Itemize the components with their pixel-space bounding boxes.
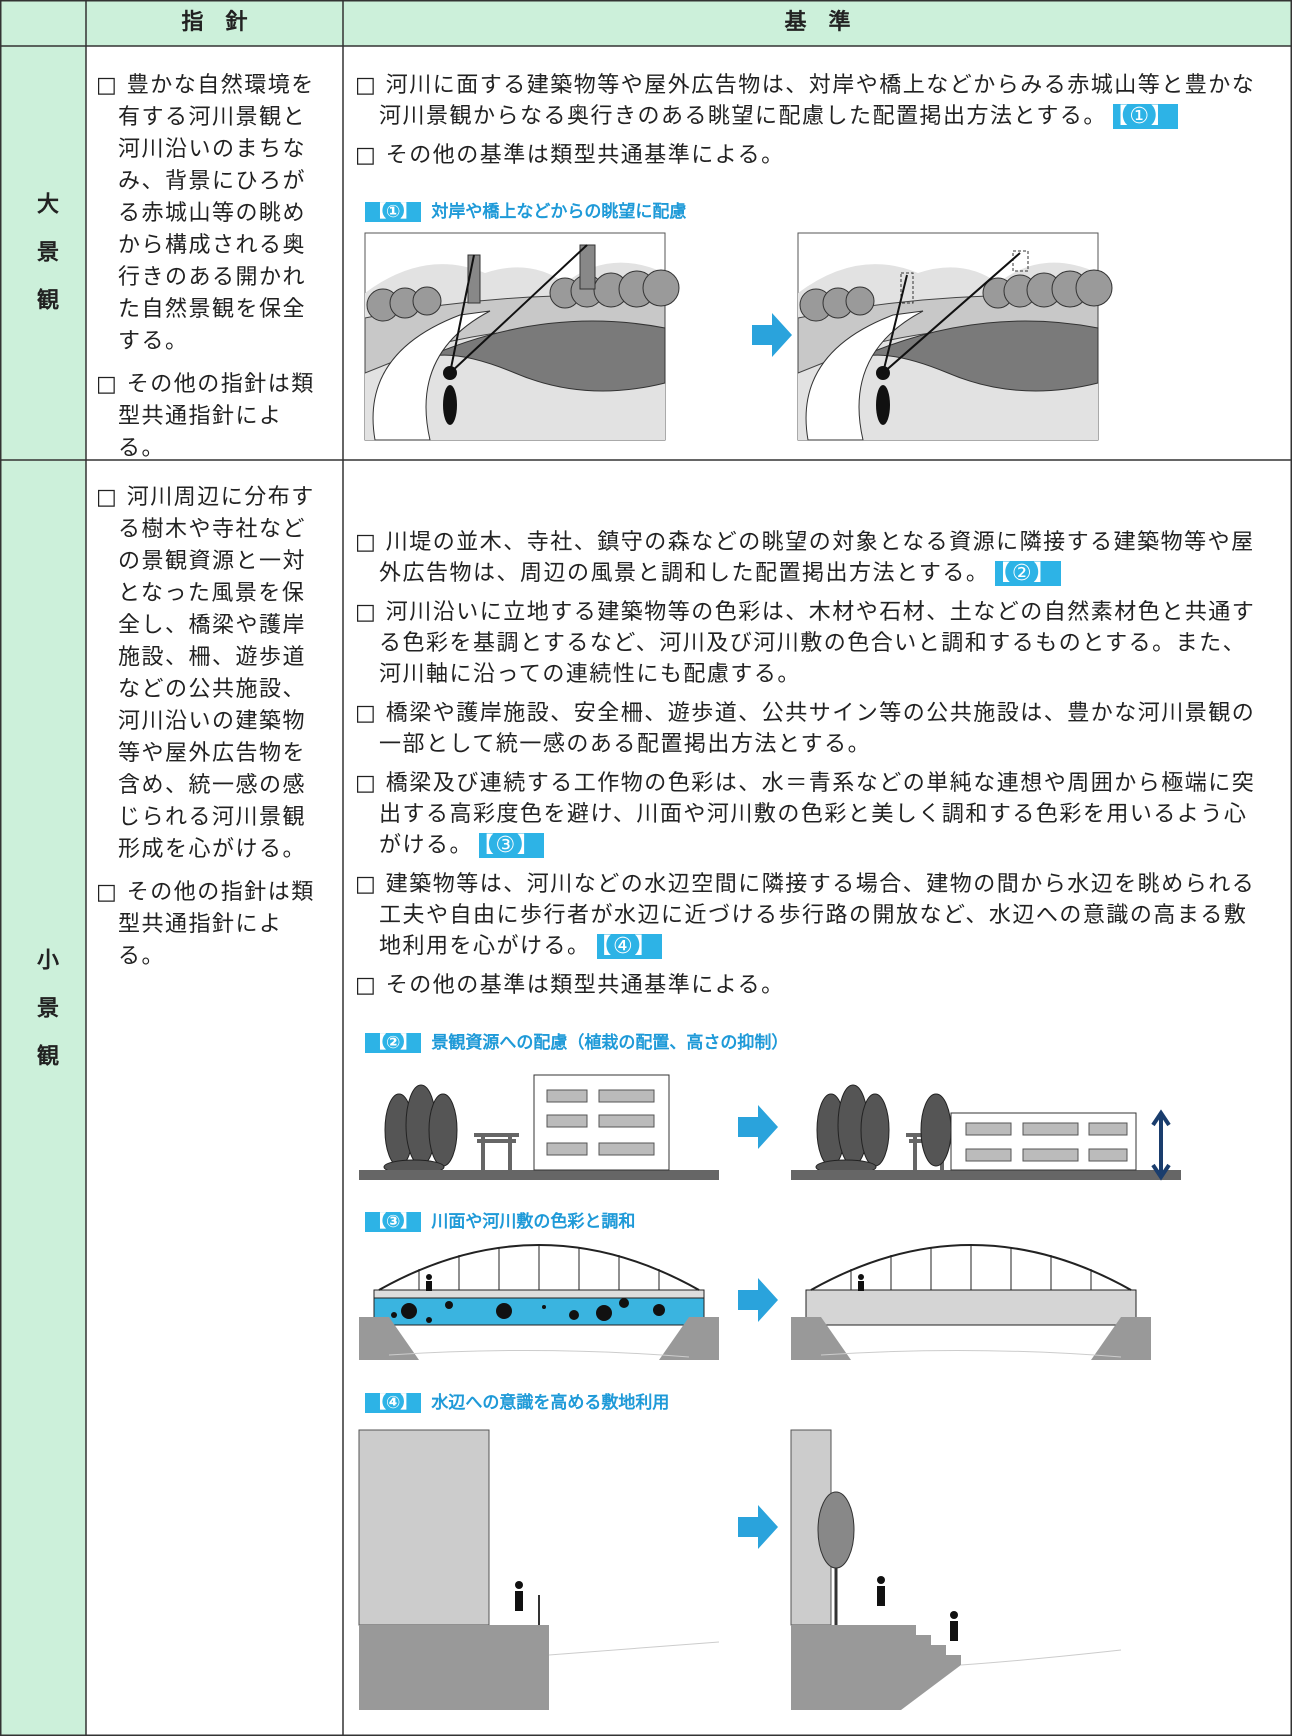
guidelines: □ 河川周辺に分布する樹木や寺社などの景観資源と一対となった風景を保全し、橋梁や… bbox=[96, 482, 318, 984]
figure-title: 景観資源への配慮（植栽の配置、高さの抑制） bbox=[431, 1033, 789, 1053]
standard-item: □ 河川に面する建築物等や屋外広告物は、対岸や橋上などからみる赤城山等と豊かな河… bbox=[355, 70, 1259, 132]
figure-title: 対岸や橋上などからの眺望に配慮 bbox=[431, 202, 687, 222]
standard-text: □ 河川に面する建築物等や屋外広告物は、対岸や橋上などからみる赤城山等と豊かな河… bbox=[355, 73, 1256, 129]
figure-caption: 【③】 川面や河川敷の色彩と調和 bbox=[365, 1211, 635, 1233]
figure-tag: 【③】 bbox=[365, 1212, 422, 1232]
standard-text: □ 建築物等は、河川などの水辺空間に隣接する場合、建物の間から水辺を眺められる工… bbox=[355, 872, 1256, 959]
figure-tag: 【④】 bbox=[365, 1393, 422, 1413]
figure-tag: 【②】 bbox=[365, 1033, 422, 1053]
standard-item: □ その他の基準は類型共通基準による。 bbox=[355, 970, 1259, 1001]
standard-tag: 【①】 bbox=[1112, 104, 1179, 129]
header-guideline: 指 針 bbox=[181, 10, 248, 35]
guidelines: □ 豊かな自然環境を有する河川景観と河川沿いのまちなみ、背景にひろがる赤城山等の… bbox=[96, 70, 318, 476]
standard-item: □ 橋梁や護岸施設、安全柵、遊歩道、公共サイン等の公共施設は、豊かな河川景観の一… bbox=[355, 698, 1259, 760]
standard-text: □ 橋梁や護岸施設、安全柵、遊歩道、公共サイン等の公共施設は、豊かな河川景観の一… bbox=[355, 701, 1256, 757]
standard-item: □ その他の基準は類型共通基準による。 bbox=[355, 140, 1259, 171]
standards: □ 川堤の並木、寺社、鎮守の森などの眺望の対象となる資源に隣接する建築物等や屋外… bbox=[355, 527, 1259, 1009]
standard-item: □ 橋梁及び連続する工作物の色彩は、水＝青系などの単純な連想や周囲から極端に突出… bbox=[355, 768, 1259, 861]
figure-caption: 【②】 景観資源への配慮（植栽の配置、高さの抑制） bbox=[365, 1032, 788, 1054]
category: 大景観 bbox=[33, 192, 58, 336]
standard-item: □ 河川沿いに立地する建築物等の色彩は、木材や石材、土などの自然素材色と共通する… bbox=[355, 597, 1259, 690]
standard-text: □ その他の基準は類型共通基準による。 bbox=[355, 973, 785, 998]
standard-item: □ 建築物等は、河川などの水辺空間に隣接する場合、建物の間から水辺を眺められる工… bbox=[355, 869, 1259, 962]
header-standard: 基 準 bbox=[784, 10, 851, 35]
figure-title: 水辺への意識を高める敷地利用 bbox=[431, 1393, 670, 1413]
category: 小景観 bbox=[33, 948, 58, 1092]
guideline-item: □ その他の指針は類型共通指針による。 bbox=[96, 880, 315, 969]
guideline-item: □ 豊かな自然環境を有する河川景観と河川沿いのまちなみ、背景にひろがる赤城山等の… bbox=[96, 73, 315, 354]
guideline-item: □ 河川周辺に分布する樹木や寺社などの景観資源と一対となった風景を保全し、橋梁や… bbox=[96, 485, 315, 862]
standard-tag: 【③】 bbox=[479, 833, 545, 858]
figure-tag: 【①】 bbox=[365, 202, 422, 222]
standard-text: □ 川堤の並木、寺社、鎮守の森などの眺望の対象となる資源に隣接する建築物等や屋外… bbox=[355, 530, 1255, 586]
standard-item: □ 川堤の並木、寺社、鎮守の森などの眺望の対象となる資源に隣接する建築物等や屋外… bbox=[355, 527, 1259, 589]
standard-text: □ 河川沿いに立地する建築物等の色彩は、木材や石材、土などの自然素材色と共通する… bbox=[355, 600, 1256, 687]
guideline-item: □ その他の指針は類型共通指針による。 bbox=[96, 372, 315, 461]
figure-title: 川面や河川敷の色彩と調和 bbox=[431, 1212, 636, 1232]
figure-caption: 【④】 水辺への意識を高める敷地利用 bbox=[365, 1392, 669, 1414]
figure-caption: 【①】 対岸や橋上などからの眺望に配慮 bbox=[365, 201, 686, 223]
standard-text: □ その他の基準は類型共通基準による。 bbox=[355, 143, 785, 168]
standards: □ 河川に面する建築物等や屋外広告物は、対岸や橋上などからみる赤城山等と豊かな河… bbox=[355, 70, 1259, 179]
standard-tag: 【④】 bbox=[596, 934, 662, 959]
standard-text: □ 橋梁及び連続する工作物の色彩は、水＝青系などの単純な連想や周囲から極端に突出… bbox=[355, 771, 1256, 858]
standard-tag: 【②】 bbox=[995, 561, 1061, 586]
